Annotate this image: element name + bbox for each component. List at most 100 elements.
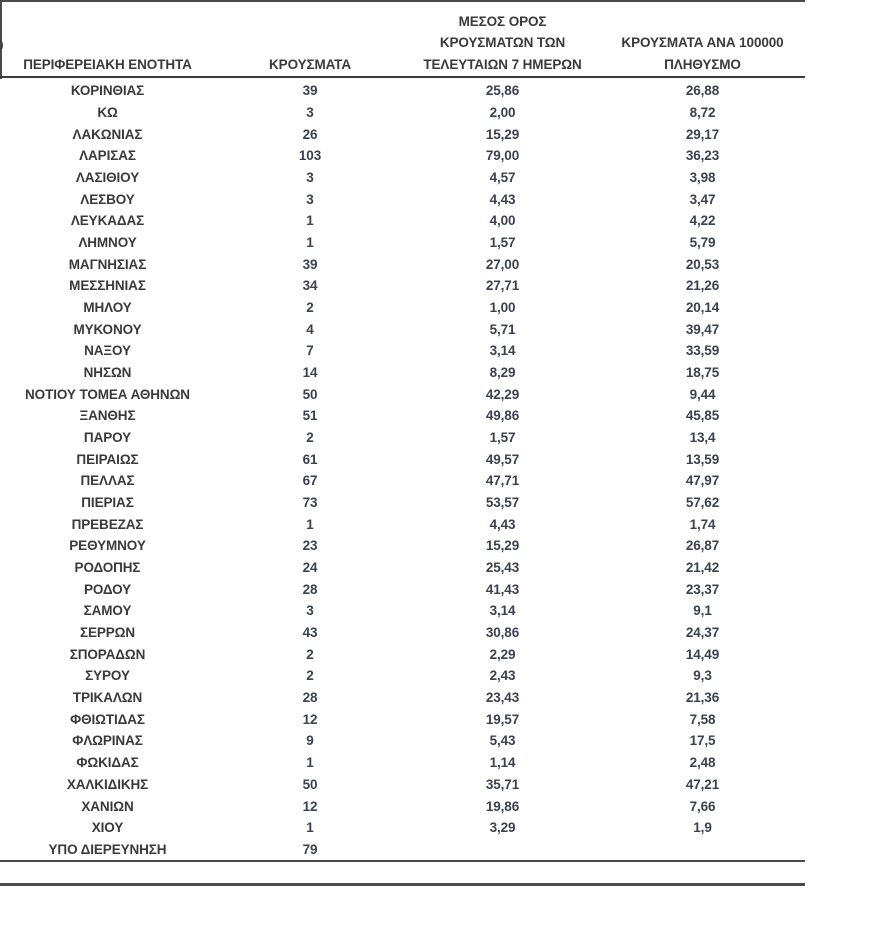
per-100k-cell: 7,58 <box>689 711 716 727</box>
per-100k-cell: 26,88 <box>685 83 720 99</box>
cases-cell: 28 <box>302 581 318 597</box>
table-row: ΜΗΛΟΥ 2 1,00 20,14 <box>0 297 805 319</box>
avg-7-days-cell: 15,29 <box>485 538 520 554</box>
header-regional-unit: ΠΕΡΙΦΕΡΕΙΑΚΗ ΕΝΟΤΗΤΑ <box>0 54 215 76</box>
avg-7-days-cell: 3,14 <box>489 343 516 359</box>
avg-7-days-cell: 5,71 <box>489 321 516 337</box>
table-row: ΝΗΣΩΝ 14 8,29 18,75 <box>0 362 805 384</box>
per-100k-cell: 24,37 <box>685 625 720 641</box>
region-name-cell: ΛΑΡΙΣΑΣ <box>79 148 136 164</box>
region-name-cell: ΜΥΚΟΝΟΥ <box>73 321 142 337</box>
table-row: ΣΠΟΡΑΔΩΝ 2 2,29 14,49 <box>0 643 805 665</box>
cases-cell: 23 <box>302 538 318 554</box>
cases-cell: 3 <box>306 105 314 120</box>
avg-7-days-cell: 4,43 <box>489 516 516 532</box>
region-name-cell: ΧΑΛΚΙΔΙΚΗΣ <box>66 776 149 792</box>
per-100k-cell: 3,98 <box>689 170 716 186</box>
region-name-cell: ΜΕΣΣΗΝΙΑΣ <box>69 278 146 294</box>
cases-cell: 3 <box>306 603 314 619</box>
per-100k-cell: 47,21 <box>685 776 720 792</box>
avg-7-days-cell: 2,43 <box>489 668 516 684</box>
per-100k-cell: 17,5 <box>689 733 716 749</box>
cases-cell: 43 <box>302 625 318 641</box>
region-name-cell: ΠΡΕΒΕΖΑΣ <box>71 516 144 532</box>
region-name-cell: ΣΥΡΟΥ <box>85 668 130 684</box>
table-bottom-rule <box>0 883 805 886</box>
table-row: ΣΥΡΟΥ 2 2,43 9,3 <box>0 665 805 687</box>
region-name-cell: ΣΠΟΡΑΔΩΝ <box>69 646 146 662</box>
per-100k-cell: 13,59 <box>685 451 720 467</box>
cases-cell: 39 <box>302 256 318 272</box>
region-name-cell: ΧΙΟΥ <box>91 820 124 836</box>
region-name-cell: ΣΑΜΟΥ <box>83 603 132 619</box>
avg-7-days-cell: 8,29 <box>489 365 516 381</box>
per-100k-cell: 18,75 <box>685 365 720 381</box>
table-row: ΥΠΟ ΔΙΕΡΕΥΝΗΣΗ 79 <box>0 839 805 861</box>
avg-7-days-cell: 47,71 <box>485 473 520 489</box>
per-100k-cell: 29,17 <box>685 126 720 142</box>
table-row: ΝΑΞΟΥ 7 3,14 33,59 <box>0 340 805 362</box>
table-row: ΧΑΝΙΩΝ 12 19,86 7,66 <box>0 795 805 817</box>
region-name-cell: ΦΛΩΡΙΝΑΣ <box>72 733 143 749</box>
cases-cell: 2 <box>306 668 314 684</box>
per-100k-cell: 20,53 <box>685 256 720 272</box>
table-row: ΛΑΡΙΣΑΣ 103 79,00 36,23 <box>0 145 805 167</box>
table-row: ΡΟΔΟΠΗΣ 24 25,43 21,42 <box>0 557 805 579</box>
header-avg-7-days-line1: ΜΕΣΟΣ ΟΡΟΣ <box>458 14 547 30</box>
region-name-cell: ΣΕΡΡΩΝ <box>79 625 136 641</box>
region-name-cell: ΧΑΝΙΩΝ <box>81 798 134 814</box>
cases-cell: 51 <box>302 408 318 424</box>
header-cases-per-100k-line2: ΠΛΗΘΥΣΜΟ <box>664 56 741 72</box>
table-row: ΛΑΚΩΝΙΑΣ 26 15,29 29,17 <box>0 123 805 145</box>
cases-cell: 2 <box>306 300 314 316</box>
per-100k-cell: 1,74 <box>689 516 716 532</box>
avg-7-days-cell: 3,29 <box>489 820 516 836</box>
region-name-cell: ΡΟΔΟΠΗΣ <box>74 560 141 576</box>
cases-cell: 2 <box>306 646 314 662</box>
avg-7-days-cell: 49,57 <box>485 451 520 467</box>
region-name-cell: ΚΟΡΙΝΘΙΑΣ <box>70 83 145 99</box>
cases-cell: 50 <box>302 386 318 402</box>
region-name-cell: ΥΠΟ ΔΙΕΡΕΥΝΗΣΗ <box>48 841 167 857</box>
cases-cell: 39 <box>302 83 318 99</box>
avg-7-days-cell: 42,29 <box>485 386 520 402</box>
per-100k-cell: 4,22 <box>689 213 716 229</box>
per-100k-cell: 45,85 <box>685 408 720 424</box>
table-row: ΣΑΜΟΥ 3 3,14 9,1 <box>0 600 805 622</box>
avg-7-days-cell: 30,86 <box>485 625 520 641</box>
table-row: ΧΑΛΚΙΔΙΚΗΣ 50 35,71 47,21 <box>0 774 805 796</box>
per-100k-cell: 26,87 <box>685 538 720 554</box>
table-row: ΠΑΡΟΥ 2 1,57 13,4 <box>0 427 805 449</box>
avg-7-days-cell: 19,57 <box>485 711 520 727</box>
table-row: ΦΛΩΡΙΝΑΣ 9 5,43 17,5 <box>0 730 805 752</box>
cases-cell: 14 <box>302 365 318 381</box>
per-100k-cell: 14,49 <box>685 646 720 662</box>
avg-7-days-cell: 2,00 <box>489 105 516 120</box>
per-100k-cell: 21,42 <box>685 560 720 576</box>
per-100k-cell: 36,23 <box>685 148 720 164</box>
avg-7-days-cell: 23,43 <box>485 690 520 706</box>
per-100k-cell: 8,72 <box>689 105 716 120</box>
cases-cell: 67 <box>302 473 318 489</box>
table-row: ΧΙΟΥ 1 3,29 1,9 <box>0 817 805 839</box>
table-row: ΚΩ 3 2,00 8,72 <box>0 102 805 124</box>
region-name-cell: ΝΑΞΟΥ <box>84 343 131 359</box>
cases-cell: 103 <box>298 148 322 164</box>
region-name-cell: ΛΑΣΙΘΙΟΥ <box>75 170 140 186</box>
avg-7-days-cell: 53,57 <box>485 495 520 511</box>
table-row: ΚΟΡΙΝΘΙΑΣ 39 25,86 26,88 <box>0 80 805 102</box>
region-name-cell: ΦΘΙΩΤΙΔΑΣ <box>70 711 145 727</box>
region-name-cell: ΠΕΛΛΑΣ <box>80 473 135 489</box>
avg-7-days-cell: 4,00 <box>489 213 516 229</box>
header-cases: ΚΡΟΥΣΜΑΤΑ <box>215 54 405 76</box>
table-row: ΜΑΓΝΗΣΙΑΣ 39 27,00 20,53 <box>0 253 805 275</box>
table-row: ΦΘΙΩΤΙΔΑΣ 12 19,57 7,58 <box>0 708 805 730</box>
avg-7-days-cell: 4,43 <box>489 191 516 207</box>
cases-cell: 7 <box>306 343 314 359</box>
avg-7-days-cell: 27,00 <box>485 256 520 272</box>
cases-cell: 1 <box>306 755 314 771</box>
avg-7-days-cell: 1,14 <box>489 755 516 771</box>
per-100k-cell: 20,14 <box>685 300 720 316</box>
cases-cell: 1 <box>306 516 314 532</box>
